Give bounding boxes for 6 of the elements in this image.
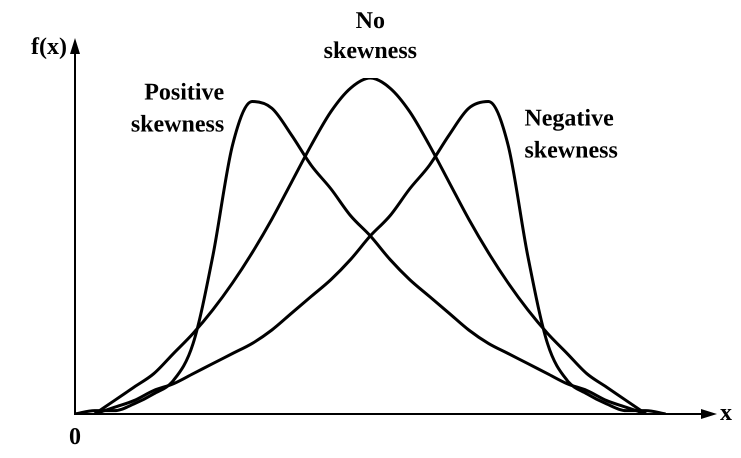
text: 0	[69, 424, 81, 450]
series-label: Negative skewness	[524, 106, 618, 164]
x-axis-title: x	[720, 400, 732, 426]
y-axis-title: f(x)	[31, 34, 67, 60]
series-label: No skewness	[324, 8, 417, 64]
series-label: Positive skewness	[130, 80, 225, 138]
